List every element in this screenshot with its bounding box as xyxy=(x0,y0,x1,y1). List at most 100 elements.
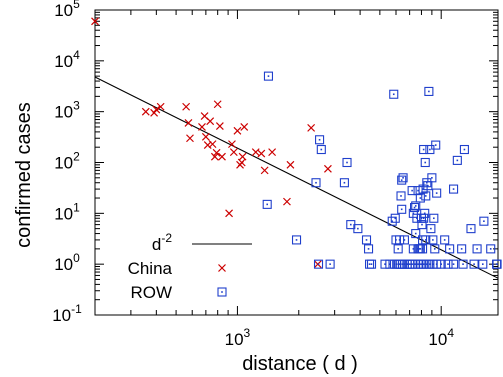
china-point xyxy=(210,152,219,161)
row-point xyxy=(440,235,450,245)
row-point xyxy=(339,178,349,188)
china-point xyxy=(240,123,249,131)
row-point xyxy=(402,259,412,269)
row-point xyxy=(353,224,363,234)
row-point xyxy=(364,259,375,269)
row-point xyxy=(361,235,372,245)
row-point xyxy=(472,244,482,254)
series-china xyxy=(91,17,332,269)
row-point xyxy=(342,157,352,168)
row-point xyxy=(397,175,407,185)
china-point xyxy=(203,141,212,150)
x-tick-label: 104 xyxy=(428,326,454,349)
china-point xyxy=(251,148,260,157)
row-point xyxy=(432,188,442,198)
y-axis-ticks: 10-1 100 101 102 103 104 105 xyxy=(52,0,498,325)
china-point xyxy=(152,105,161,114)
row-point xyxy=(363,244,374,254)
china-point xyxy=(184,119,193,127)
row-point xyxy=(457,244,467,254)
row-point xyxy=(420,208,430,218)
row-point xyxy=(419,213,429,223)
china-point xyxy=(257,149,266,158)
row-point xyxy=(263,71,274,81)
row-point xyxy=(428,235,438,245)
china-point xyxy=(208,140,217,149)
x-axis-label: distance ( d ) xyxy=(242,353,358,375)
row-point xyxy=(311,178,321,188)
row-point xyxy=(429,213,439,223)
china-point xyxy=(218,152,226,161)
row-point xyxy=(419,144,429,155)
row-point xyxy=(407,186,417,196)
row-point xyxy=(411,201,421,211)
china-point xyxy=(213,100,222,109)
y-tick-label: 104 xyxy=(54,48,80,71)
china-point xyxy=(201,132,210,141)
row-point xyxy=(411,229,421,239)
row-point xyxy=(316,144,326,155)
china-point xyxy=(307,123,316,132)
row-point xyxy=(395,235,405,245)
row-point xyxy=(449,184,459,194)
row-point xyxy=(430,244,440,254)
row-point xyxy=(325,259,335,269)
row-point xyxy=(390,213,400,223)
china-point xyxy=(286,160,295,169)
row-point xyxy=(415,193,425,203)
row-point xyxy=(452,155,462,165)
row-point xyxy=(397,204,407,214)
row-point xyxy=(421,235,431,245)
china-point xyxy=(283,197,291,206)
china-point xyxy=(206,117,215,126)
series-layer xyxy=(91,17,502,279)
row-point xyxy=(445,244,455,254)
china-point xyxy=(233,126,242,135)
row-point xyxy=(466,224,476,234)
y-tick-label: 100 xyxy=(54,251,80,274)
y-tick-label: 10-1 xyxy=(52,302,82,325)
row-point xyxy=(315,135,325,145)
row-point xyxy=(426,224,436,234)
china-point xyxy=(91,17,99,26)
legend-square-swatch xyxy=(217,287,227,297)
row-point xyxy=(417,220,427,230)
y-tick-label: 101 xyxy=(54,200,80,223)
row-point xyxy=(427,173,437,183)
row-point xyxy=(418,244,428,254)
legend-label-d: d-2 xyxy=(152,231,172,254)
row-point xyxy=(449,259,459,269)
china-point xyxy=(212,148,221,157)
china-point xyxy=(260,166,269,175)
row-point xyxy=(458,259,468,269)
legend-x-swatch xyxy=(218,264,226,272)
china-point xyxy=(225,209,234,218)
row-point xyxy=(459,144,469,155)
row-point xyxy=(478,259,488,269)
china-point xyxy=(186,134,194,143)
china-point xyxy=(156,102,165,111)
row-point xyxy=(396,191,406,201)
row-point xyxy=(420,157,430,168)
row-point xyxy=(389,89,399,99)
row-point xyxy=(410,202,420,213)
row-point xyxy=(424,86,434,96)
legend: d-2 China ROW xyxy=(128,231,252,302)
row-point xyxy=(366,259,377,269)
row-point xyxy=(413,186,423,196)
x-tick-label: 103 xyxy=(225,326,251,349)
row-point xyxy=(393,244,403,254)
china-point xyxy=(268,148,277,157)
legend-label-row: ROW xyxy=(130,283,172,302)
row-point xyxy=(443,259,453,269)
y-axis-label: confirmed cases xyxy=(13,102,35,248)
y-tick-label: 105 xyxy=(54,0,80,20)
row-point xyxy=(380,259,390,269)
china-point xyxy=(215,122,224,131)
row-point xyxy=(469,259,479,269)
row-point xyxy=(421,191,431,201)
row-point xyxy=(422,178,432,188)
legend-label-china: China xyxy=(128,259,173,278)
china-point xyxy=(198,123,206,131)
row-point xyxy=(486,244,496,254)
